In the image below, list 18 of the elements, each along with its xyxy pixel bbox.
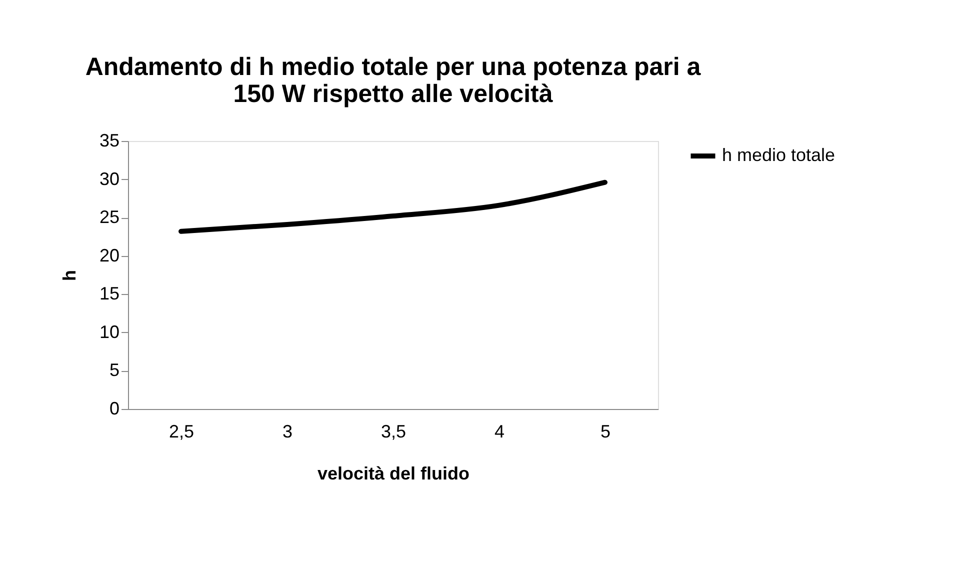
y-tick-label: 0 [109,398,120,418]
text: Andamento di h medio totale per una potenza pari a [85,53,701,81]
legend-label: h medio totale [722,145,836,165]
x-tick-label: 4 [494,422,505,442]
x-tick-label: 2,5 [168,422,194,442]
y-tick-label: 30 [99,168,120,189]
y-tick-label: 25 [99,207,120,228]
x-tick-label: 3,5 [380,422,406,442]
y-tick-label: 10 [99,322,120,342]
y-tick-label: 15 [99,284,120,304]
y-tick-label: 35 [99,130,120,150]
x-tick-label: 5 [600,422,611,442]
text: 150 W rispetto alle velocità [233,80,553,108]
y-tick-label: 20 [99,245,120,266]
y-tick-label: 5 [109,360,120,380]
y-axis-title: h [59,270,80,281]
x-tick-label: 3 [282,422,293,442]
x-axis-title: velocità del fluido [317,464,470,484]
